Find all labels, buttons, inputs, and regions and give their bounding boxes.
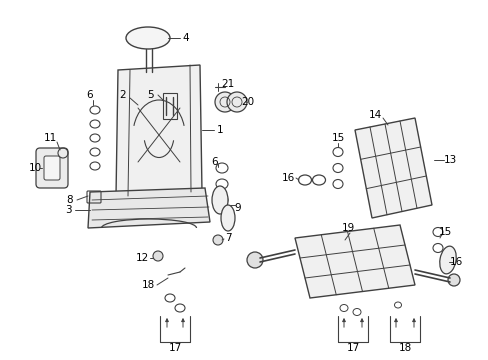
- Ellipse shape: [126, 27, 170, 49]
- Polygon shape: [354, 118, 431, 218]
- Text: 19: 19: [341, 223, 354, 233]
- Text: 11: 11: [43, 133, 57, 143]
- Text: 16: 16: [448, 257, 462, 267]
- Circle shape: [213, 235, 223, 245]
- Ellipse shape: [212, 186, 227, 214]
- Ellipse shape: [439, 246, 455, 274]
- Text: 3: 3: [64, 205, 71, 215]
- Text: 1: 1: [216, 125, 223, 135]
- Text: 20: 20: [241, 97, 254, 107]
- Circle shape: [215, 92, 235, 112]
- Circle shape: [153, 251, 163, 261]
- Text: 18: 18: [141, 280, 154, 290]
- Text: 17: 17: [346, 343, 359, 353]
- Text: 7: 7: [224, 233, 231, 243]
- Text: 15: 15: [437, 227, 451, 237]
- Text: 13: 13: [443, 155, 456, 165]
- Text: 18: 18: [398, 343, 411, 353]
- Text: 9: 9: [234, 203, 241, 213]
- Text: 10: 10: [28, 163, 41, 173]
- Polygon shape: [88, 188, 209, 228]
- Polygon shape: [294, 225, 414, 298]
- Text: 6: 6: [211, 157, 218, 167]
- Text: 15: 15: [331, 133, 344, 143]
- Polygon shape: [116, 65, 202, 196]
- Text: 8: 8: [66, 195, 73, 205]
- Text: 6: 6: [86, 90, 93, 100]
- Text: 4: 4: [183, 33, 189, 43]
- Circle shape: [447, 274, 459, 286]
- Text: 17: 17: [168, 343, 181, 353]
- Text: 2: 2: [120, 90, 126, 100]
- Text: 14: 14: [367, 110, 381, 120]
- Ellipse shape: [221, 205, 235, 231]
- Text: 5: 5: [146, 90, 153, 100]
- FancyBboxPatch shape: [36, 148, 68, 188]
- Circle shape: [246, 252, 263, 268]
- Circle shape: [226, 92, 246, 112]
- Text: 21: 21: [221, 79, 234, 89]
- FancyBboxPatch shape: [44, 156, 60, 180]
- Text: 16: 16: [281, 173, 294, 183]
- Text: 12: 12: [135, 253, 148, 263]
